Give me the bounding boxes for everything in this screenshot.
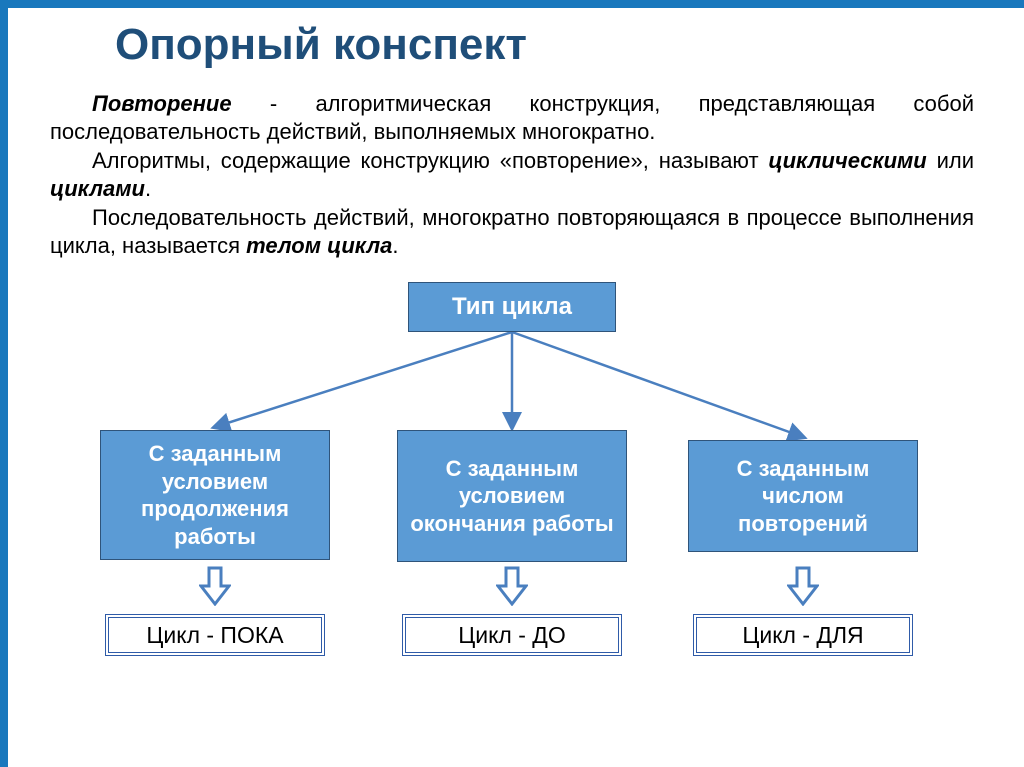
paragraph-3: Последовательность действий, многократно… <box>50 204 974 259</box>
paragraph-1: Повторение - алгоритмическая конструкция… <box>50 90 974 145</box>
p3-a: Последовательность действий, многократно… <box>50 205 974 258</box>
leaf-3-label: Цикл - ДЛЯ <box>742 622 863 649</box>
term-loop-body: телом цикла <box>246 233 392 258</box>
child-box-count: С заданным числом повторений <box>688 440 918 552</box>
body-text: Повторение - алгоритмическая конструкция… <box>50 90 974 261</box>
child-2-label: С заданным условием окончания работы <box>406 455 618 538</box>
root-box-cycle-type: Тип цикла <box>408 282 616 332</box>
p2-e: . <box>145 176 151 201</box>
edge-root-to-child3 <box>512 332 803 437</box>
block-arrow-icon <box>496 566 528 606</box>
p2-c: или <box>927 148 974 173</box>
edge-root-to-child1 <box>215 332 512 427</box>
paragraph-2: Алгоритмы, содержащие конструкцию «повто… <box>50 147 974 202</box>
block-arrow-icon <box>199 566 231 606</box>
block-arrow-icon <box>787 566 819 606</box>
term-cyclic: циклическими <box>768 148 926 173</box>
leaf-2-label: Цикл - ДО <box>458 622 566 649</box>
child-3-label: С заданным числом повторений <box>697 455 909 538</box>
p3-c: . <box>392 233 398 258</box>
cycle-type-diagram: Тип цикла С заданным условием продолжени… <box>0 282 1024 752</box>
leaf-box-for: Цикл - ДЛЯ <box>693 614 913 656</box>
leaf-box-while: Цикл - ПОКА <box>105 614 325 656</box>
p2-a: Алгоритмы, содержащие конструкцию «повто… <box>92 148 768 173</box>
root-label: Тип цикла <box>452 293 572 321</box>
page-title: Опорный конспект <box>115 20 527 70</box>
term-repetition: Повторение <box>92 91 232 116</box>
term-cycles: циклами <box>50 176 145 201</box>
leaf-box-until: Цикл - ДО <box>402 614 622 656</box>
child-box-continue-condition: С заданным условием продолжения работы <box>100 430 330 560</box>
child-1-label: С заданным условием продолжения работы <box>109 440 321 550</box>
frame-top-bar <box>0 0 1024 8</box>
leaf-1-label: Цикл - ПОКА <box>146 622 283 649</box>
child-box-end-condition: С заданным условием окончания работы <box>397 430 627 562</box>
